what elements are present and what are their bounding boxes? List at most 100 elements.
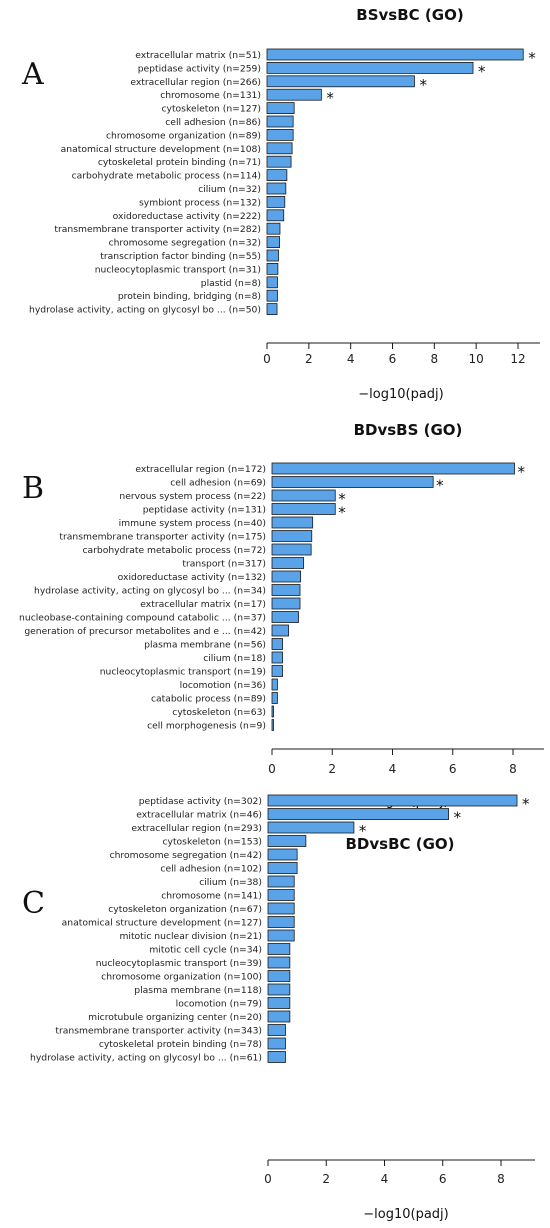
bar	[267, 956, 291, 969]
category-label: protein binding, bridging (n=8)	[118, 291, 261, 302]
category-label: extracellular region (n=293)	[131, 823, 262, 834]
significance-star: *	[518, 463, 526, 481]
category-label: mitotic nuclear division (n=21)	[119, 931, 262, 942]
category-label: symbiont process (n=132)	[139, 197, 261, 208]
category-label: nervous system process (n=22)	[119, 491, 266, 502]
x-tick-label: 4	[381, 1172, 389, 1186]
bar	[266, 88, 322, 101]
x-tick-label: 6	[439, 1172, 447, 1186]
category-label: plasma membrane (n=118)	[134, 985, 262, 996]
bar	[271, 624, 289, 637]
category-label: cytoskeletal protein binding (n=78)	[99, 1039, 262, 1050]
panel-letter: C	[22, 886, 45, 921]
panel-letter: B	[22, 471, 44, 506]
panel-letter: A	[21, 57, 44, 92]
bar	[271, 462, 515, 475]
category-label: nucleobase-containing compound catabolic…	[19, 613, 266, 624]
bar	[271, 584, 301, 596]
significance-star: *	[326, 89, 334, 107]
bar	[267, 970, 291, 982]
significance-star: *	[528, 49, 536, 67]
category-label: peptidase activity (n=259)	[138, 63, 261, 74]
category-label: cytoskeleton organization (n=67)	[108, 904, 262, 915]
bar	[267, 889, 295, 901]
bar	[266, 249, 279, 262]
category-label: anatomical structure development (n=127)	[62, 918, 262, 929]
category-label: transmembrane transporter activity (n=17…	[59, 532, 266, 543]
bar	[267, 808, 449, 820]
bar	[266, 75, 415, 88]
category-label: cell morphogenesis (n=9)	[147, 721, 266, 732]
category-label: transport (n=317)	[182, 559, 266, 570]
category-label: chromosome segregation (n=32)	[109, 238, 261, 249]
category-label: carbohydrate metabolic process (n=72)	[82, 545, 266, 556]
category-label: mitotic cell cycle (n=34)	[149, 945, 262, 956]
category-label: cell adhesion (n=102)	[160, 864, 262, 875]
category-label: cell adhesion (n=69)	[170, 478, 266, 489]
bar	[271, 719, 274, 731]
category-label: hydrolase activity, acting on glycosyl b…	[34, 586, 266, 597]
bar	[267, 848, 298, 861]
x-tick-label: 2	[322, 1172, 330, 1186]
bar	[271, 611, 299, 623]
category-label: generation of precursor metabolites and …	[24, 626, 266, 637]
bar	[266, 102, 295, 114]
bar	[266, 276, 278, 289]
category-label: plasma membrane (n=56)	[144, 640, 266, 651]
category-label: transmembrane transporter activity (n=28…	[54, 224, 261, 235]
category-label: peptidase activity (n=131)	[143, 505, 266, 516]
category-label: carbohydrate metabolic process (n=114)	[72, 171, 261, 182]
significance-star: *	[359, 822, 367, 840]
category-label: cytoskeleton (n=127)	[161, 104, 261, 115]
x-tick-label: 4	[347, 352, 355, 366]
x-tick-label: 2	[305, 352, 313, 366]
category-label: transmembrane transporter activity (n=34…	[55, 1026, 262, 1037]
bar	[271, 705, 274, 718]
category-label: extracellular region (n=172)	[135, 464, 266, 475]
bar	[271, 678, 278, 691]
bar	[267, 821, 355, 834]
bar	[266, 209, 285, 222]
category-label: nucleocytoplasmic transport (n=39)	[96, 958, 262, 969]
bar	[271, 516, 314, 529]
bar	[271, 543, 312, 556]
x-tick-label: 0	[263, 352, 271, 366]
bar	[266, 62, 474, 74]
category-label: extracellular matrix (n=46)	[136, 810, 262, 821]
bar	[271, 638, 283, 650]
category-label: transcription factor binding (n=55)	[100, 251, 261, 262]
bar	[267, 943, 291, 955]
bar	[271, 665, 283, 677]
bar	[267, 1037, 286, 1050]
significance-star: *	[454, 809, 462, 827]
bar	[267, 1010, 291, 1023]
category-label: anatomical structure development (n=108)	[61, 144, 261, 155]
chart-title: BDvsBC (GO)	[345, 835, 454, 853]
bar	[267, 1024, 286, 1036]
x-tick-label: 8	[509, 762, 517, 776]
bar	[267, 875, 295, 888]
x-axis-label: −log10(padj)	[358, 387, 443, 402]
category-label: extracellular matrix (n=51)	[135, 50, 261, 61]
category-label: extracellular matrix (n=17)	[140, 599, 266, 610]
category-label: oxidoreductase activity (n=222)	[113, 211, 261, 222]
bar	[266, 289, 278, 302]
panel-b: B BDvsBS (GO) extracellular region (n=172)…	[19, 421, 544, 809]
category-label: chromosome organization (n=89)	[106, 130, 261, 141]
bar	[271, 597, 301, 610]
significance-star: *	[338, 490, 346, 508]
x-tick-label: 8	[497, 1172, 505, 1186]
bar	[271, 530, 313, 542]
category-label: microtubule organizing center (n=20)	[88, 1012, 262, 1023]
bar	[271, 692, 278, 704]
category-label: immune system process (n=40)	[119, 518, 266, 529]
x-axis-label: −log10(padj)	[363, 1207, 448, 1222]
chart-title: BDvsBS (GO)	[354, 421, 463, 439]
bar	[266, 115, 294, 128]
category-label: nucleocytoplasmic transport (n=19)	[100, 667, 266, 678]
category-label: cilium (n=38)	[199, 877, 262, 888]
bar	[267, 794, 518, 807]
x-tick-label: 4	[389, 762, 397, 776]
bar	[266, 155, 292, 168]
